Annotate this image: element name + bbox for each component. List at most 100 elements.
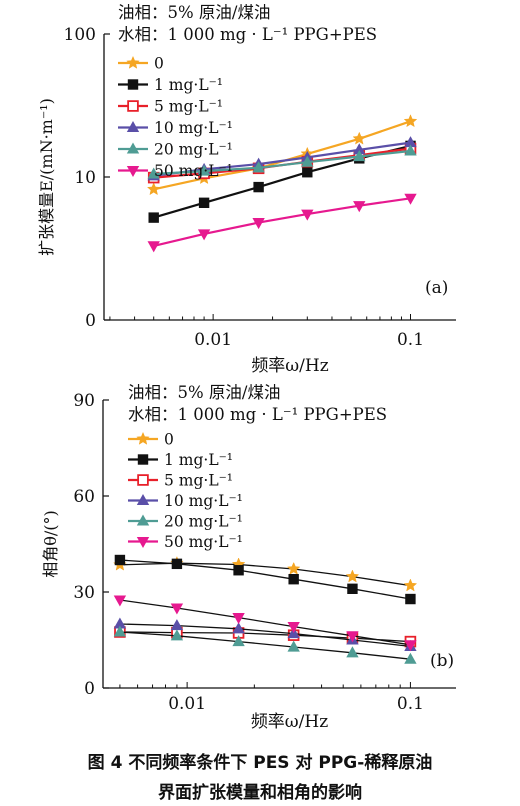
data-point <box>170 603 184 615</box>
x-tick-label: 0.1 <box>397 694 424 714</box>
y-tick-label: 0 <box>85 311 96 331</box>
data-point <box>353 150 366 162</box>
legend-label: 1 mg·L⁻¹ <box>154 76 223 94</box>
series-line <box>119 631 411 660</box>
data-point <box>232 622 245 634</box>
data-point <box>232 613 245 625</box>
data-point <box>253 181 264 193</box>
data-point <box>170 619 184 631</box>
series-line <box>119 623 411 648</box>
panel-label: (a) <box>425 278 448 298</box>
panel-label: (b) <box>430 651 454 671</box>
legend-label: 0 <box>154 55 164 73</box>
data-point <box>170 629 184 641</box>
legend-marker <box>126 142 140 154</box>
legend-label: 10 mg·L⁻¹ <box>164 492 243 510</box>
legend-marker <box>127 100 139 112</box>
data-point <box>405 593 416 605</box>
figure-canvas: 0 10 100 0.01 0.1 频率ω/Hz 扩张模量E/(mN·m⁻¹) 油相：5% 原… <box>37 3 456 732</box>
data-point <box>404 193 417 205</box>
figure-caption-line-1: 图 4 不同频率条件下 PES 对 PPG-稀释原油 <box>87 753 433 773</box>
legend-label: 5 mg·L⁻¹ <box>164 472 233 490</box>
data-point <box>113 617 127 629</box>
legend-marker <box>136 431 150 445</box>
y-axis-label: 扩张模量E/(mN·m⁻¹) <box>37 98 56 256</box>
x-tick-label: 0.1 <box>397 330 424 350</box>
data-point <box>252 218 265 230</box>
figure-caption-line-2: 界面扩张模量和相角的影响 <box>158 783 362 803</box>
y-tick-label: 0 <box>84 679 95 699</box>
data-point <box>345 569 360 583</box>
data-point <box>301 209 314 221</box>
data-point <box>197 164 211 176</box>
data-point <box>287 640 300 652</box>
x-tick-label: 0.01 <box>194 330 232 350</box>
data-point <box>252 161 265 173</box>
data-point <box>404 136 417 148</box>
data-point <box>404 652 417 664</box>
data-point <box>353 143 366 155</box>
chart-panel-a: 0 10 100 0.01 0.1 频率ω/Hz 扩张模量E/(mN·m⁻¹) 油相：5% 原… <box>37 3 456 376</box>
series-0: 0 <box>113 431 418 592</box>
data-point <box>353 201 366 213</box>
y-tick-label: 100 <box>64 25 96 45</box>
legend-label: 20 mg·L⁻¹ <box>164 513 243 531</box>
series-4: 20 mg·L⁻¹ <box>118 141 417 179</box>
series-line <box>153 149 411 176</box>
data-point <box>346 646 359 658</box>
data-point <box>301 155 314 167</box>
data-point <box>404 144 417 156</box>
data-point <box>346 631 359 643</box>
data-point <box>148 212 159 223</box>
y-tick-label: 90 <box>73 391 95 411</box>
condition-annotation: 水相：1 000 mg · L⁻¹ PPG+PES <box>118 25 377 44</box>
series-line <box>119 631 411 643</box>
legend-label: 0 <box>164 431 174 449</box>
series-2: 5 mg·L⁻¹ <box>114 472 417 648</box>
data-point <box>113 625 127 637</box>
series-1: 1 mg·L⁻¹ <box>114 451 416 605</box>
data-point <box>171 558 183 570</box>
condition-annotation: 水相：1 000 mg · L⁻¹ PPG+PES <box>128 405 387 424</box>
data-point <box>403 578 418 592</box>
legend-label: 50 mg·L⁻¹ <box>164 533 243 551</box>
series-3: 10 mg·L⁻¹ <box>113 492 417 651</box>
data-point <box>113 595 127 607</box>
data-point <box>302 167 313 178</box>
series-5: 50 mg·L⁻¹ <box>113 533 417 652</box>
legend-label: 5 mg·L⁻¹ <box>154 98 223 116</box>
series-4: 20 mg·L⁻¹ <box>113 513 417 664</box>
x-axis-label: 频率ω/Hz <box>251 356 328 376</box>
legend-label: 50 mg·L⁻¹ <box>154 162 233 180</box>
x-tick-label: 0.01 <box>168 694 206 714</box>
series-5: 50 mg·L⁻¹ <box>118 162 417 253</box>
legend-marker <box>126 121 140 133</box>
x-axis-label: 频率ω/Hz <box>251 712 328 732</box>
legend-label: 10 mg·L⁻¹ <box>154 119 233 137</box>
series-line <box>119 559 411 600</box>
legend-marker <box>136 494 150 506</box>
data-point <box>403 114 418 128</box>
legend-marker <box>126 55 140 69</box>
chart-panel-b: 0 30 60 90 0.01 0.1 频率ω/Hz 相角θ/(°) 油相：5% 原油/煤油水相… <box>41 383 456 732</box>
legend-marker <box>136 536 150 548</box>
data-point <box>287 622 300 634</box>
data-point <box>286 561 301 575</box>
data-point <box>146 182 161 196</box>
legend-marker <box>137 454 149 465</box>
data-point <box>352 131 367 145</box>
condition-annotation: 油相：5% 原油/煤油 <box>118 3 270 22</box>
series-3: 10 mg·L⁻¹ <box>118 119 417 181</box>
y-tick-label: 10 <box>74 168 96 188</box>
data-point <box>197 229 211 241</box>
legend-marker <box>136 514 150 526</box>
data-point <box>114 554 126 566</box>
legend-marker <box>126 165 140 177</box>
series-line <box>153 197 411 247</box>
data-point <box>147 167 160 179</box>
legend-marker <box>127 79 139 90</box>
condition-annotation: 油相：5% 原油/煤油 <box>128 383 280 402</box>
y-tick-label: 30 <box>73 583 95 603</box>
data-point <box>288 574 299 585</box>
legend-label: 1 mg·L⁻¹ <box>164 451 233 469</box>
